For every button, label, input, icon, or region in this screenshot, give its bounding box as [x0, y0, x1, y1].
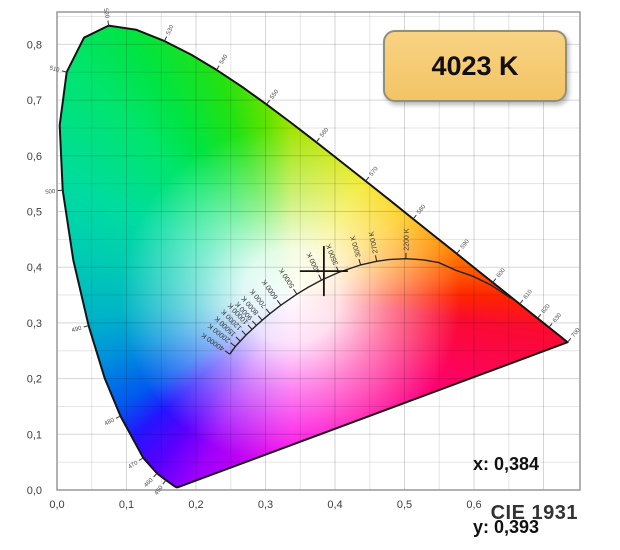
spectral-locus-outline [58, 24, 569, 489]
svg-text:6000 K: 6000 K [261, 278, 280, 300]
svg-text:530: 530 [166, 24, 176, 36]
svg-text:490: 490 [71, 326, 83, 335]
svg-text:610: 610 [523, 289, 534, 301]
readout-x-value: x: 0,384 [473, 454, 540, 474]
svg-text:3500 K: 3500 K [325, 242, 340, 266]
svg-text:0,6: 0,6 [27, 151, 42, 163]
svg-text:620: 620 [541, 303, 552, 315]
gridlines [57, 12, 580, 490]
svg-text:2700 K: 2700 K [368, 230, 379, 253]
svg-text:500: 500 [45, 189, 56, 196]
svg-text:0,8: 0,8 [27, 39, 42, 51]
svg-text:0,0: 0,0 [27, 485, 42, 497]
xy-readout: x: 0,384 y: 0,393 [473, 412, 539, 550]
svg-text:5000 K: 5000 K [278, 266, 296, 289]
svg-text:0,6: 0,6 [466, 499, 481, 511]
svg-text:550: 550 [269, 89, 280, 101]
readout-y-value: y: 0,393 [473, 517, 540, 537]
svg-text:570: 570 [369, 166, 380, 178]
svg-text:0,5: 0,5 [27, 207, 42, 219]
svg-text:0,4: 0,4 [327, 499, 342, 511]
svg-text:3000 K: 3000 K [350, 234, 363, 258]
svg-text:0,3: 0,3 [258, 499, 273, 511]
svg-text:0,1: 0,1 [27, 429, 42, 441]
svg-text:520: 520 [102, 8, 110, 19]
crosshair-marker [299, 246, 348, 297]
svg-text:0,3: 0,3 [27, 318, 42, 330]
svg-text:0,2: 0,2 [188, 499, 203, 511]
svg-text:0,0: 0,0 [49, 499, 64, 511]
svg-text:580: 580 [416, 204, 427, 216]
svg-text:0,7: 0,7 [27, 95, 42, 107]
svg-text:700: 700 [571, 327, 582, 339]
svg-text:540: 540 [219, 53, 230, 65]
cct-badge: 4023 K [383, 30, 567, 102]
svg-text:600: 600 [496, 267, 507, 279]
svg-text:560: 560 [319, 127, 330, 139]
svg-text:470: 470 [127, 460, 139, 471]
svg-text:0,1: 0,1 [119, 499, 134, 511]
svg-text:460: 460 [143, 477, 155, 489]
svg-text:480: 480 [104, 417, 116, 427]
svg-text:590: 590 [460, 238, 471, 250]
svg-text:0,2: 0,2 [27, 374, 42, 386]
plot-border [56, 11, 581, 491]
svg-text:450: 450 [154, 484, 165, 496]
svg-text:0,5: 0,5 [397, 499, 412, 511]
svg-text:2200 K: 2200 K [403, 228, 410, 251]
y-axis-tick-labels: 0,0 0,1 0,2 0,3 0,4 0,5 0,6 0,7 0,8 [27, 39, 42, 497]
svg-text:0,4: 0,4 [27, 262, 42, 274]
svg-text:510: 510 [49, 66, 61, 75]
x-axis-tick-labels: 0,0 0,1 0,2 0,3 0,4 0,5 0,6 [49, 499, 481, 511]
cct-badge-label: 4023 K [431, 50, 519, 81]
svg-text:630: 630 [552, 312, 563, 324]
diagram-standard-label: CIE 1931 [490, 502, 578, 524]
